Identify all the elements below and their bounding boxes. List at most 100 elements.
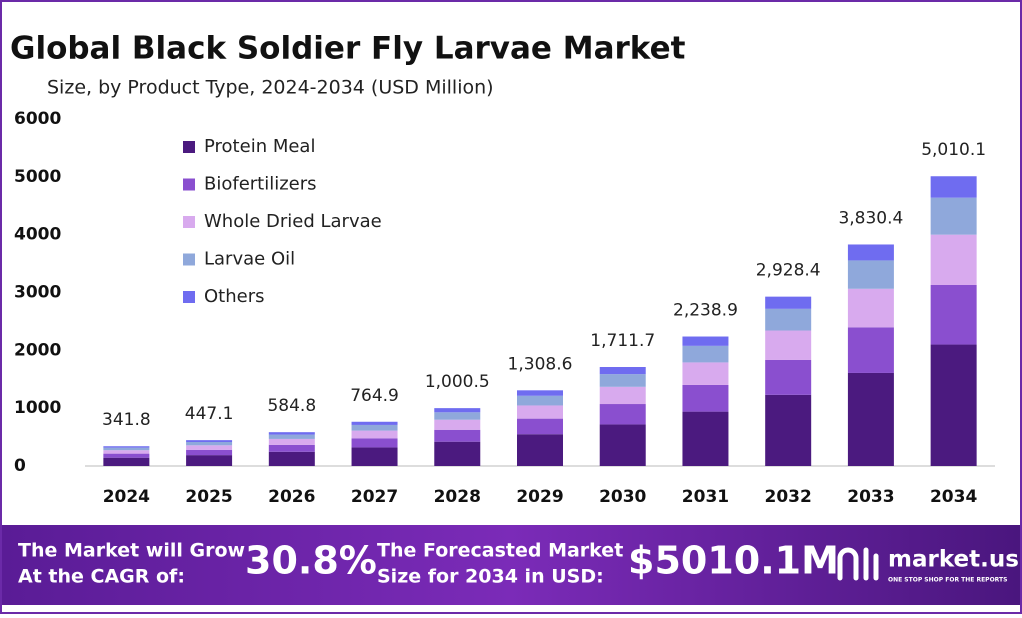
bar-segment (434, 412, 481, 420)
bar-segment (186, 442, 233, 446)
bar-segment (268, 434, 315, 439)
legend-swatch (183, 253, 195, 266)
bar-segment (268, 438, 315, 445)
total-label: 3,830.4 (838, 208, 903, 228)
bar-segment (351, 421, 398, 425)
legend-label: Others (204, 286, 265, 307)
brand: market.us (888, 547, 1019, 573)
legend-swatch (183, 216, 195, 228)
bar-segment (268, 444, 315, 452)
legend-swatch (183, 178, 195, 191)
total-label: 1,000.5 (425, 372, 490, 392)
x-tick-label: 2032 (765, 487, 812, 507)
bar-segment (930, 234, 977, 285)
bar-segment (847, 288, 894, 328)
y-tick-label: 0 (14, 456, 26, 476)
bar-segment (847, 372, 894, 466)
bar-segment (517, 418, 563, 435)
bar-segment (186, 449, 233, 456)
total-label: 764.9 (350, 386, 399, 406)
legend-label: Larvae Oil (204, 249, 295, 270)
bar-segment (682, 336, 729, 346)
bar-segment (517, 405, 563, 419)
bar-segment (268, 451, 315, 466)
bar-segment (599, 367, 646, 375)
bar-segment (765, 394, 812, 466)
total-label: 341.8 (102, 410, 151, 430)
bar-segment (930, 344, 977, 466)
tagline: ONE STOP SHOP FOR THE REPORTS (888, 577, 1007, 584)
bar-segment (103, 457, 150, 466)
y-tick-label: 6000 (14, 109, 61, 129)
y-tick-label: 4000 (14, 225, 61, 245)
bar-segment (847, 244, 894, 261)
y-tick-label: 5000 (14, 167, 61, 187)
total-label: 1,711.7 (590, 331, 655, 351)
bar-segment (599, 404, 646, 425)
legend-swatch (183, 141, 195, 153)
bar-segment (351, 447, 398, 466)
chart-title: Global Black Soldier Fly Larvae Market (10, 31, 686, 67)
x-tick-label: 2034 (930, 487, 977, 507)
bar-segment (434, 441, 481, 466)
bar-segment (434, 419, 481, 430)
brand-logo (837, 547, 879, 581)
bar-segment (351, 430, 398, 439)
banner (2, 525, 1020, 605)
y-tick-label: 3000 (14, 283, 61, 303)
bar-segment (682, 384, 729, 412)
bar-segment (434, 408, 481, 413)
forecast: $5010.1M (628, 539, 839, 583)
bar-segment (599, 424, 646, 466)
bar-segment (682, 411, 729, 466)
total-label: 5,010.1 (921, 140, 986, 160)
legend-label: Biofertilizers (204, 174, 317, 195)
bar-segment (930, 197, 977, 235)
x-tick-label: 2030 (599, 487, 646, 507)
total-label: 2,238.9 (673, 301, 738, 321)
banner-text: At the CAGR of: (18, 566, 185, 588)
total-label: 1,308.6 (508, 354, 573, 374)
bar-segment (186, 445, 233, 450)
legend-label: Whole Dried Larvae (204, 211, 382, 232)
bar-segment (103, 446, 150, 448)
bar-segment (599, 386, 646, 405)
x-tick-label: 2033 (847, 487, 894, 507)
bar-segment (434, 429, 481, 442)
bar-segment (351, 424, 398, 431)
x-tick-label: 2031 (682, 487, 729, 507)
y-tick-label: 1000 (14, 398, 61, 418)
bar-segment (103, 453, 150, 458)
chart-subtitle: Size, by Product Type, 2024-2034 (USD Mi… (47, 77, 494, 99)
bar-segment (103, 447, 150, 451)
x-tick-label: 2026 (268, 487, 315, 507)
bar-segment (682, 345, 729, 363)
x-tick-label: 2029 (516, 487, 563, 507)
bar-segment (682, 362, 729, 385)
banner-text: The Forecasted Market (377, 540, 623, 562)
legend-label: Protein Meal (204, 136, 315, 157)
bar-segment (765, 330, 812, 360)
bar-segment (930, 284, 977, 345)
bar-segment (765, 308, 812, 331)
legend-swatch (183, 291, 195, 303)
x-tick-label: 2028 (434, 487, 481, 507)
banner-text: The Market will Grow (18, 540, 245, 562)
bar-segment (599, 374, 646, 387)
bar-segment (103, 450, 150, 454)
bar-segment (517, 395, 563, 406)
bar-segment (517, 434, 563, 466)
total-label: 447.1 (185, 404, 234, 424)
total-label: 2,928.4 (756, 261, 821, 281)
y-tick-label: 2000 (14, 340, 61, 360)
bar-segment (517, 390, 563, 396)
bar-segment (847, 260, 894, 289)
x-tick-label: 2024 (103, 487, 150, 507)
bar-segment (351, 438, 398, 448)
bar-segment (847, 327, 894, 373)
cagr: 30.8% (245, 539, 377, 583)
x-tick-label: 2027 (351, 487, 398, 507)
x-tick-label: 2025 (185, 487, 232, 507)
banner-text: Size for 2034 in USD: (377, 566, 604, 588)
